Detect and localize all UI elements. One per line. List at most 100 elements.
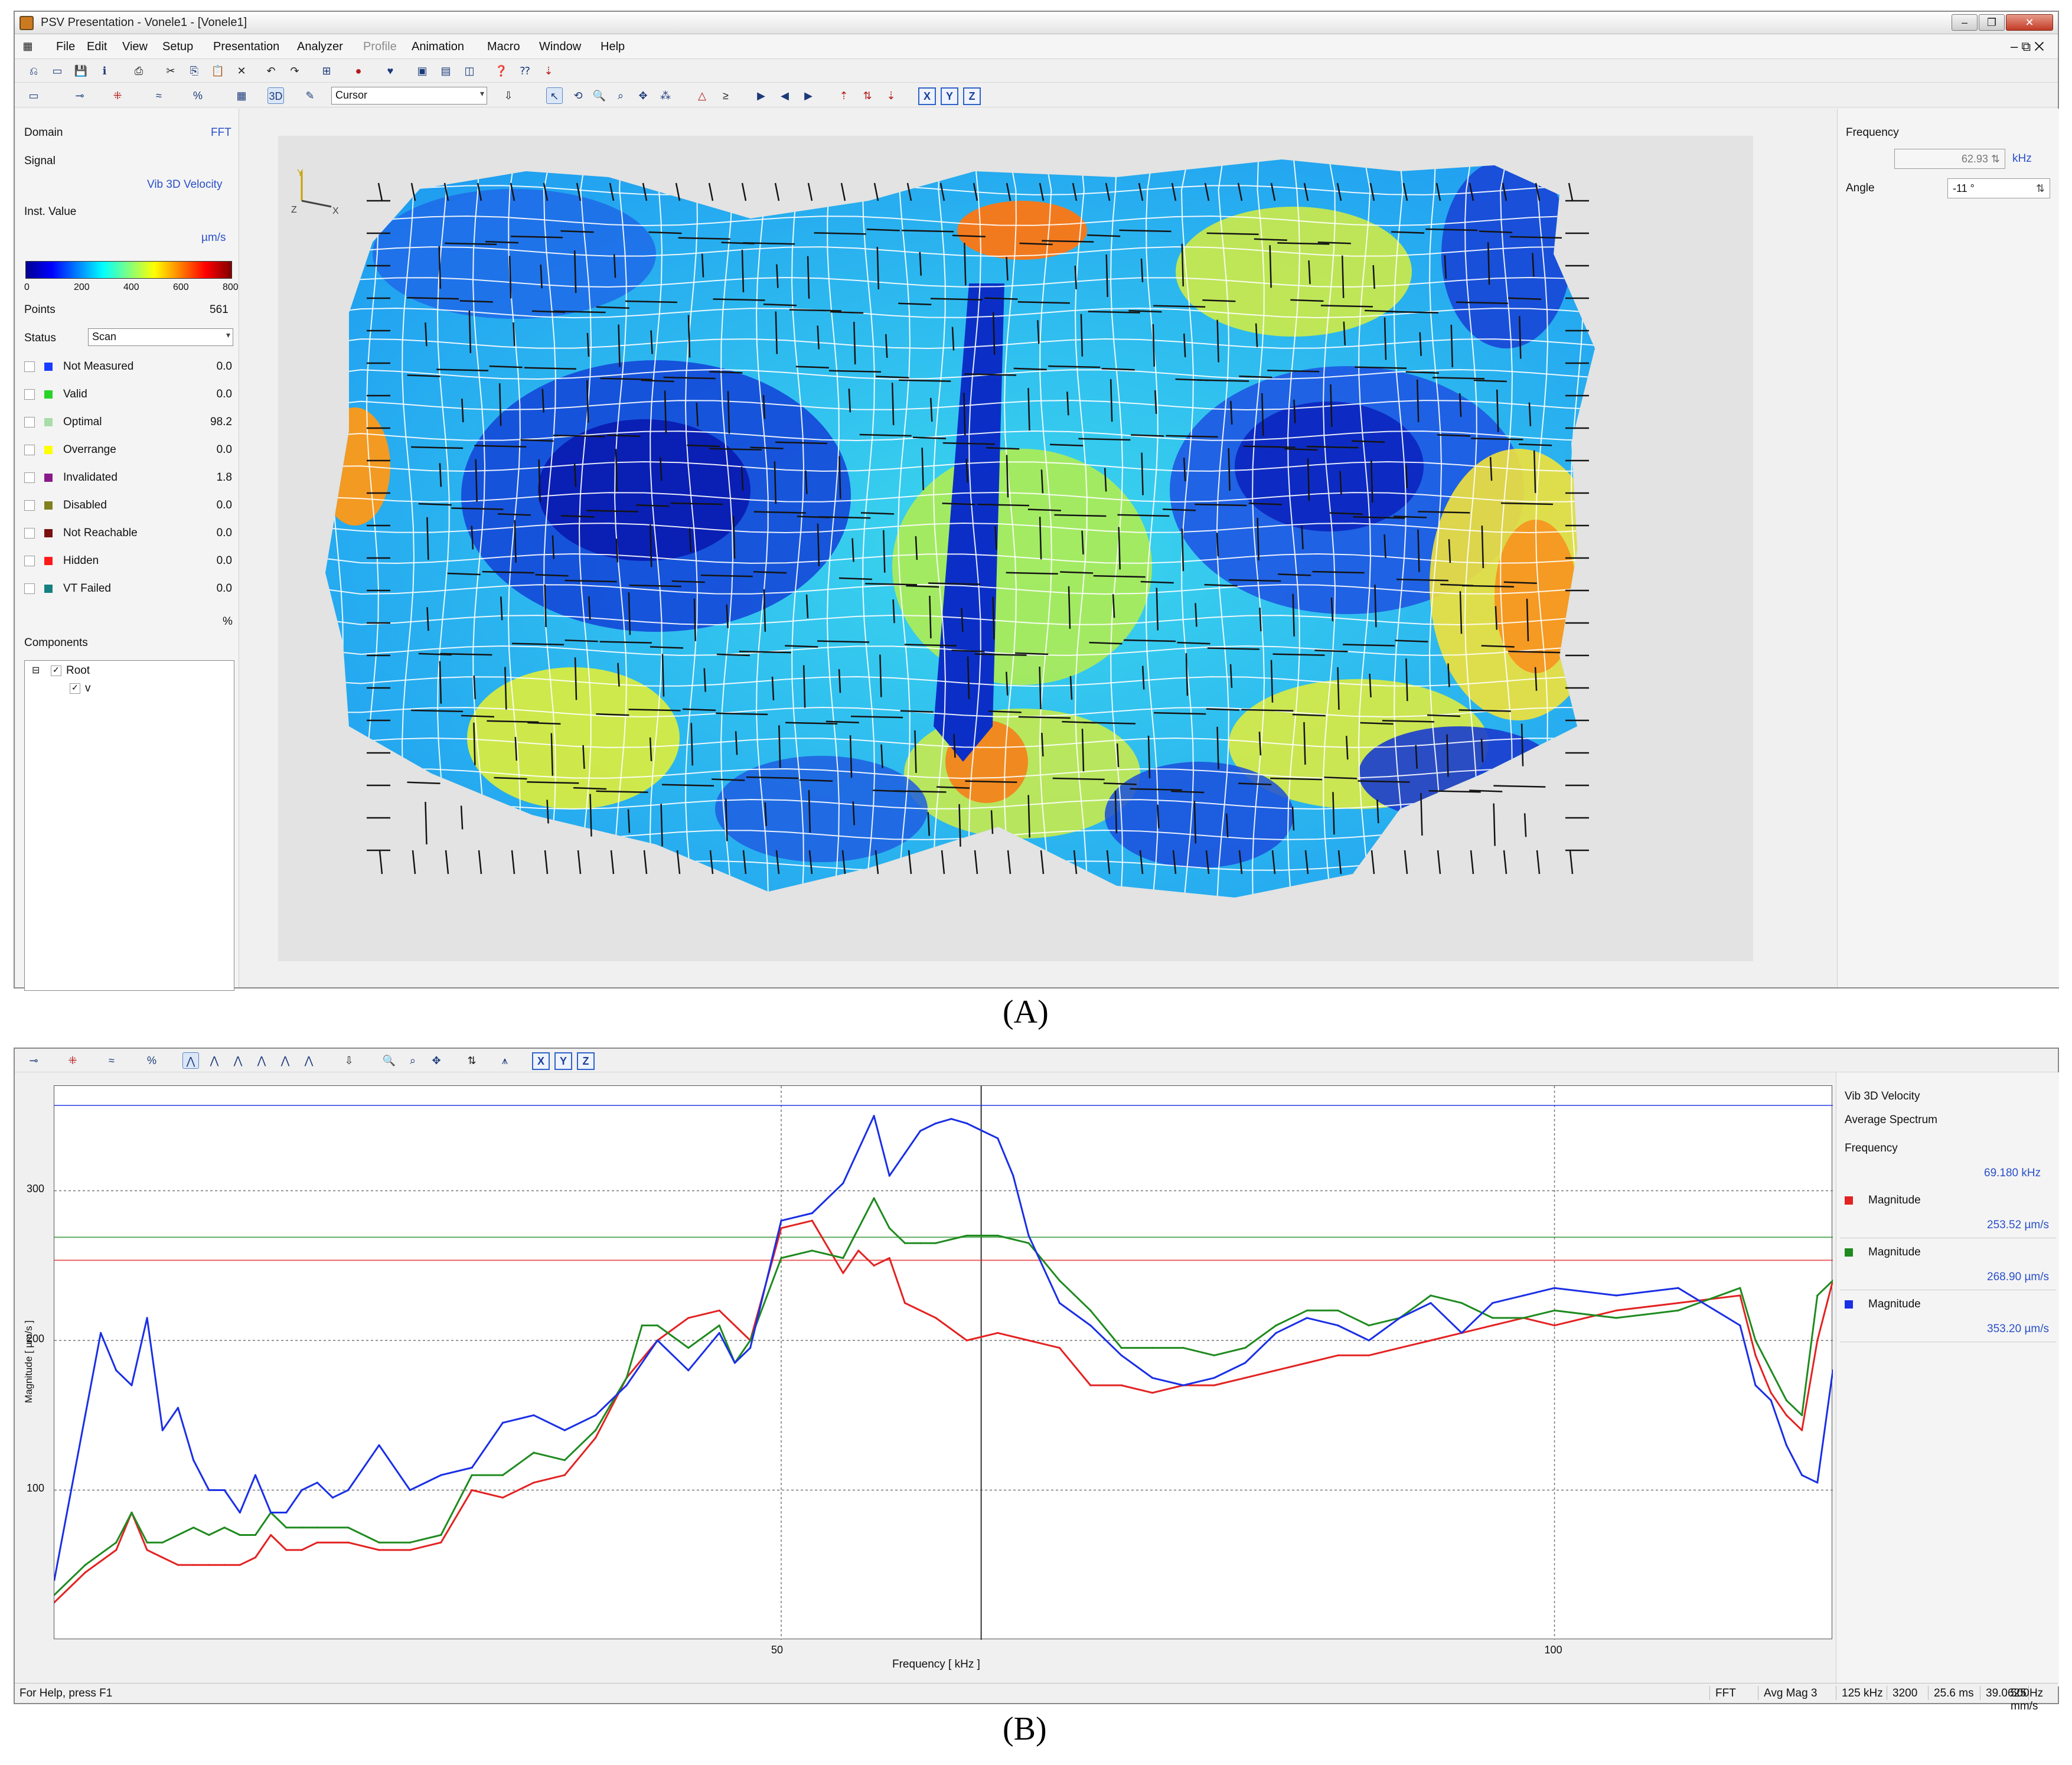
grid-icon[interactable]: ▦ xyxy=(236,90,247,102)
menu-file[interactable]: File xyxy=(56,40,76,53)
view-icon[interactable]: ▭ xyxy=(28,90,39,102)
status-combo[interactable]: Scan ▾ xyxy=(88,328,233,346)
status-checkbox[interactable] xyxy=(24,583,35,594)
minimize-button[interactable]: – xyxy=(1952,14,1978,31)
annotate-icon[interactable]: ✎ xyxy=(305,90,315,102)
menu-edit[interactable]: Edit xyxy=(87,40,107,53)
save-icon[interactable]: 💾 xyxy=(74,65,88,77)
menu-window[interactable]: Window xyxy=(539,40,582,53)
cut-icon[interactable]: ✂ xyxy=(166,65,175,77)
scale-icon[interactable]: % xyxy=(146,1055,156,1066)
v-checkbox[interactable]: ✓ xyxy=(70,683,80,694)
fit-icon[interactable]: ⩚ xyxy=(501,1055,508,1066)
scale-icon[interactable]: % xyxy=(192,90,203,102)
animate-icon[interactable]: ⁂ xyxy=(660,90,671,102)
status-checkbox[interactable] xyxy=(24,445,35,455)
pan-icon[interactable]: ✥ xyxy=(432,1055,441,1066)
scale-down-icon[interactable]: ⇣ xyxy=(886,90,896,102)
signal-icon[interactable]: ⊸ xyxy=(75,90,84,102)
copy-icon[interactable]: ⎘ xyxy=(190,65,199,77)
step-back-icon[interactable]: ◀ xyxy=(781,90,789,102)
zoom-window-icon[interactable]: ⌕ xyxy=(617,90,624,102)
scale-up-icon[interactable]: ⇡ xyxy=(839,90,849,102)
tree-child-label[interactable]: v xyxy=(85,682,91,694)
menu-macro[interactable]: Macro xyxy=(487,40,520,53)
points-icon[interactable]: ⁜ xyxy=(68,1055,77,1066)
average-icon[interactable]: ≈ xyxy=(156,90,162,102)
step-forward-icon[interactable]: ▶ xyxy=(804,90,813,102)
info-icon[interactable]: ℹ xyxy=(102,65,107,77)
tree-root-label[interactable]: Root xyxy=(66,664,90,677)
help-icon[interactable]: ❓ xyxy=(494,65,508,77)
menu-analyzer[interactable]: Analyzer xyxy=(297,40,343,53)
average-icon[interactable]: ≈ xyxy=(109,1055,115,1066)
axis-z-button[interactable]: Z xyxy=(963,87,981,105)
menu-presentation[interactable]: Presentation xyxy=(213,40,280,53)
whats-this-icon[interactable]: ⁇ xyxy=(520,65,530,77)
peak-3-icon[interactable]: ⋀ xyxy=(233,1055,243,1066)
print-icon[interactable]: ⎙ xyxy=(134,65,143,77)
select-icon[interactable]: ↖ xyxy=(546,87,563,104)
split-icon[interactable]: ▤ xyxy=(440,65,451,77)
axis-y-button[interactable]: Y xyxy=(554,1052,572,1070)
cursor-down-icon[interactable]: ⇩ xyxy=(504,90,513,102)
paste-icon[interactable]: 📋 xyxy=(211,65,225,77)
spectrum-chart-area[interactable] xyxy=(53,1085,1834,1640)
status-checkbox[interactable] xyxy=(24,417,35,428)
play-icon[interactable]: ▶ xyxy=(757,90,765,102)
menu-animation[interactable]: Animation xyxy=(412,40,464,53)
maximize-button[interactable]: ❐ xyxy=(1979,14,2005,31)
peak-icon[interactable]: ⋀ xyxy=(182,1052,199,1069)
3d-viewport[interactable]: Y X Z xyxy=(278,136,1753,961)
document-icon[interactable]: ▦ xyxy=(22,40,33,52)
signal-icon[interactable]: ⊸ xyxy=(29,1055,38,1066)
status-checkbox[interactable] xyxy=(24,472,35,483)
status-checkbox[interactable] xyxy=(24,556,35,566)
download-icon[interactable]: ⇣ xyxy=(544,65,553,77)
mdi-controls[interactable]: ‒ ⧉ ✕ xyxy=(2011,39,2044,54)
axis-x-button[interactable]: X xyxy=(532,1052,550,1070)
cursor-down-icon[interactable]: ⇩ xyxy=(344,1055,354,1066)
menu-profile[interactable]: Profile xyxy=(363,40,397,53)
layout-icon[interactable]: ◫ xyxy=(464,65,475,77)
menu-setup[interactable]: Setup xyxy=(162,40,194,53)
delete-icon[interactable]: ✕ xyxy=(237,65,246,77)
pan-icon[interactable]: ✥ xyxy=(638,90,648,102)
scale-both-icon[interactable]: ⇅ xyxy=(467,1055,477,1066)
peak-5-icon[interactable]: ⋀ xyxy=(280,1055,290,1066)
axis-y-button[interactable]: Y xyxy=(941,87,958,105)
zoom-icon[interactable]: 🔍 xyxy=(592,90,606,102)
scale-both-icon[interactable]: ⇅ xyxy=(863,90,872,102)
root-checkbox[interactable]: ✓ xyxy=(51,665,61,676)
redo-icon[interactable]: ↷ xyxy=(290,65,299,77)
menu-help[interactable]: Help xyxy=(601,40,625,53)
new-icon[interactable]: ⎌ xyxy=(29,65,38,77)
3d-view-button[interactable]: 3D xyxy=(267,87,284,104)
open-icon[interactable]: ▭ xyxy=(52,65,63,77)
acquire-icon[interactable]: ♥ xyxy=(387,65,394,77)
expand-icon[interactable]: ⊟ xyxy=(32,665,40,676)
status-checkbox[interactable] xyxy=(24,389,35,400)
peak-2-icon[interactable]: ⋀ xyxy=(210,1055,219,1066)
peak-4-icon[interactable]: ⋀ xyxy=(257,1055,266,1066)
close-button[interactable]: ✕ xyxy=(2006,14,2053,31)
status-checkbox[interactable] xyxy=(24,500,35,511)
peak-6-icon[interactable]: ⋀ xyxy=(304,1055,314,1066)
zoom-window-icon[interactable]: ⌕ xyxy=(409,1055,416,1066)
undo-icon[interactable]: ↶ xyxy=(266,65,276,77)
axis-z-button[interactable]: Z xyxy=(577,1052,595,1070)
threshold-icon[interactable]: ≥ xyxy=(723,90,729,102)
status-checkbox[interactable] xyxy=(24,361,35,372)
status-checkbox[interactable] xyxy=(24,528,35,539)
points-icon[interactable]: ⁜ xyxy=(113,90,122,102)
frequency-input[interactable]: 62.93 ⇅ xyxy=(1894,149,2005,169)
zoom-icon[interactable]: 🔍 xyxy=(382,1055,396,1066)
axis-x-button[interactable]: X xyxy=(918,87,936,105)
rotate-icon[interactable]: ⟲ xyxy=(573,90,583,102)
record-icon[interactable]: ● xyxy=(355,65,362,77)
window-icon[interactable]: ▣ xyxy=(417,65,428,77)
triangle-icon[interactable]: △ xyxy=(698,90,706,102)
cursor-combo[interactable]: Cursor ▾ xyxy=(331,87,487,105)
tree-icon[interactable]: ⊞ xyxy=(322,65,331,77)
angle-input[interactable]: -11 ° ⇅ xyxy=(1947,178,2050,198)
